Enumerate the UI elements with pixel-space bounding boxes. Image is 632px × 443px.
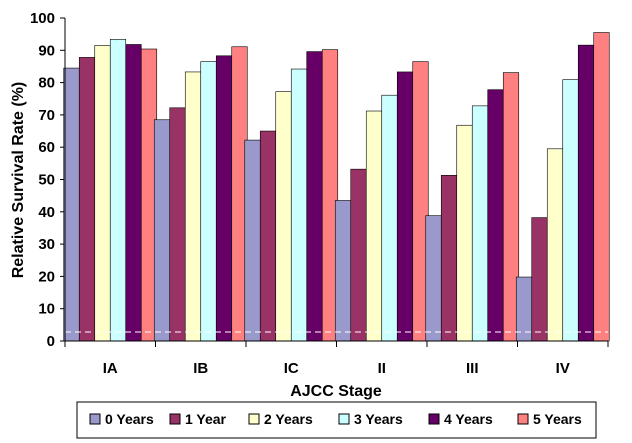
- bar-ia-2-years: [94, 45, 111, 342]
- legend: 0 Years 1 Year 2 Years 3 Years 4 Years 5 Year…: [89, 411, 582, 427]
- bar-ib-3-years: [200, 61, 217, 342]
- legend-label: 5 Years: [533, 411, 582, 427]
- bar-iii-3-years: [471, 105, 489, 342]
- bars: [63, 32, 610, 342]
- legend-label: 4 Years: [444, 411, 493, 427]
- legend-label: 0 Years: [105, 411, 154, 427]
- legend-box: [76, 401, 597, 439]
- bar-iv-2-years: [546, 148, 564, 342]
- y-axis-ticks: 0 10 20 30 40 50 60 70 80 90 100: [30, 10, 65, 350]
- y-tick-label: 0: [47, 333, 55, 350]
- legend-swatch: [169, 413, 181, 425]
- x-tick-label: IV: [556, 360, 570, 377]
- bar-ic-2-years: [275, 91, 292, 342]
- bar-ic-4-years: [306, 51, 323, 342]
- y-tick-label: 50: [38, 172, 55, 189]
- x-tick-label: III: [466, 360, 479, 377]
- y-tick-label: 10: [38, 301, 55, 318]
- bar-ic-3-years: [290, 68, 308, 342]
- y-tick-label: 40: [38, 204, 55, 221]
- bar-ii-0-years: [334, 200, 352, 342]
- x-axis-title: AJCC Stage: [290, 383, 382, 400]
- legend-swatch: [89, 413, 101, 425]
- bar-iii-2-years: [456, 124, 473, 342]
- bar-ib-4-years: [215, 55, 233, 342]
- y-tick-label: 20: [38, 268, 55, 285]
- bar-ii-4-years: [396, 71, 414, 342]
- bar-iv-0-years: [515, 276, 533, 342]
- bar-ia-0-years: [63, 67, 80, 342]
- legend-swatch: [428, 413, 440, 425]
- x-tick-label: IA: [103, 360, 118, 377]
- bar-ib-1-year: [169, 107, 186, 342]
- bar-iv-1-year: [531, 217, 548, 342]
- bar-iv-3-years: [562, 79, 579, 342]
- legend-swatch: [338, 413, 350, 425]
- bar-iv-5-years: [593, 32, 610, 342]
- y-tick-label: 70: [38, 107, 55, 124]
- bar-iii-0-years: [425, 215, 442, 342]
- x-tick-label: II: [378, 360, 386, 377]
- bar-ia-3-years: [109, 39, 127, 342]
- y-tick-label: 60: [38, 139, 55, 156]
- bar-ia-4-years: [125, 44, 142, 342]
- bar-ic-1-year: [259, 130, 277, 342]
- bar-iv-4-years: [577, 44, 595, 342]
- bar-ii-2-years: [365, 110, 383, 342]
- bar-ic-0-years: [244, 139, 261, 342]
- bar-ia-1-year: [78, 57, 96, 342]
- x-tick-label: IB: [193, 360, 208, 377]
- bar-ii-1-year: [350, 168, 367, 342]
- x-tick-label: IC: [284, 360, 299, 377]
- bar-iii-1-year: [440, 175, 458, 342]
- y-axis-title: Relative Survival Rate (%): [10, 82, 27, 279]
- legend-swatch: [517, 413, 529, 425]
- legend-label: 2 Years: [264, 411, 313, 427]
- bar-iii-4-years: [487, 89, 504, 342]
- x-axis-ticks: IA IB IC II III IV: [64, 341, 609, 377]
- y-tick-label: 100: [30, 10, 55, 27]
- bar-ib-0-years: [153, 119, 171, 342]
- bar-ii-3-years: [381, 94, 398, 342]
- legend-label: 3 Years: [354, 411, 403, 427]
- y-tick-label: 30: [38, 236, 55, 253]
- y-tick-label: 90: [38, 42, 55, 59]
- bar-ib-2-years: [184, 71, 202, 342]
- legend-label: 1 Year: [185, 411, 227, 427]
- legend-swatch: [248, 413, 260, 425]
- y-tick-label: 80: [38, 75, 55, 92]
